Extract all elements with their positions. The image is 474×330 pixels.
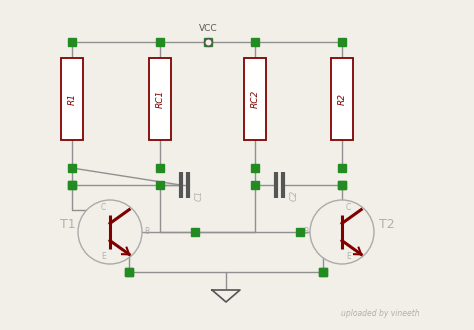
Circle shape (310, 200, 374, 264)
Text: T1: T1 (60, 217, 76, 230)
Polygon shape (212, 290, 240, 302)
Bar (331, 58, 353, 140)
Text: C2: C2 (290, 190, 299, 201)
Text: T2: T2 (379, 217, 395, 230)
Text: E: E (346, 252, 351, 261)
Bar (61, 58, 83, 140)
Text: RC2: RC2 (250, 90, 259, 108)
Circle shape (78, 200, 142, 264)
Text: C: C (101, 203, 106, 212)
Text: E: E (101, 252, 106, 261)
Text: C1: C1 (195, 190, 204, 201)
Text: R1: R1 (67, 93, 76, 105)
Text: uploaded by vineeth: uploaded by vineeth (341, 309, 420, 318)
Text: VCC: VCC (199, 24, 217, 33)
Text: C: C (346, 203, 351, 212)
Text: RC1: RC1 (155, 90, 164, 108)
Bar (149, 58, 171, 140)
Text: B: B (144, 227, 149, 237)
Bar (244, 58, 266, 140)
Text: R2: R2 (337, 93, 346, 105)
Text: B: B (303, 227, 308, 237)
